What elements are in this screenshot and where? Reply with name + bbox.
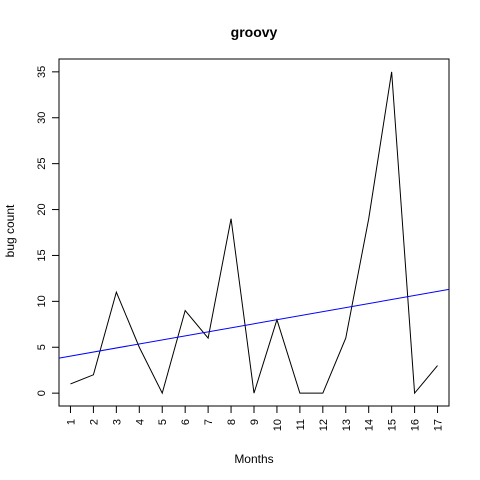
data-point <box>207 337 210 340</box>
data-point <box>298 392 301 395</box>
x-tick-label: 9 <box>249 419 261 425</box>
y-tick-label: 35 <box>36 66 48 78</box>
data-point <box>138 346 141 349</box>
data-point <box>161 392 164 395</box>
data-point <box>436 364 439 367</box>
x-tick-label: 6 <box>180 419 192 425</box>
x-tick-label: 12 <box>318 419 330 431</box>
data-point <box>253 392 256 395</box>
chart-title: groovy <box>231 24 278 40</box>
x-tick-label: 4 <box>134 419 146 425</box>
data-point <box>92 373 95 376</box>
y-tick-label: 0 <box>36 390 48 396</box>
x-tick-label: 8 <box>226 419 238 425</box>
y-tick-label: 30 <box>36 112 48 124</box>
data-point <box>184 309 187 312</box>
x-tick-label: 7 <box>203 419 215 425</box>
y-tick-label: 5 <box>36 344 48 350</box>
x-tick-label: 11 <box>295 419 307 430</box>
y-axis-label: bug count <box>3 204 17 257</box>
y-tick-label: 15 <box>36 249 48 261</box>
x-tick-label: 1 <box>65 419 77 425</box>
x-tick-label: 17 <box>433 419 445 431</box>
x-tick-label: 5 <box>157 419 169 425</box>
y-tick-label: 25 <box>36 158 48 170</box>
x-tick-label: 13 <box>341 419 353 431</box>
data-point <box>115 291 118 294</box>
data-point <box>321 392 324 395</box>
data-point <box>344 337 347 340</box>
x-tick-label: 3 <box>111 419 123 425</box>
x-axis-label: Months <box>234 452 273 466</box>
data-point <box>69 382 72 385</box>
x-tick-label: 10 <box>272 419 284 431</box>
x-tick-label: 15 <box>387 419 399 431</box>
data-point <box>413 392 416 395</box>
y-tick-label: 20 <box>36 203 48 215</box>
x-tick-label: 16 <box>410 419 422 431</box>
data-point <box>230 217 233 220</box>
data-point <box>367 217 370 220</box>
trend-line <box>59 288 449 359</box>
x-tick-label: 14 <box>364 419 376 431</box>
data-point <box>390 70 393 73</box>
y-tick-label: 10 <box>36 295 48 307</box>
series-line <box>70 71 438 395</box>
x-tick-label: 2 <box>88 419 100 425</box>
